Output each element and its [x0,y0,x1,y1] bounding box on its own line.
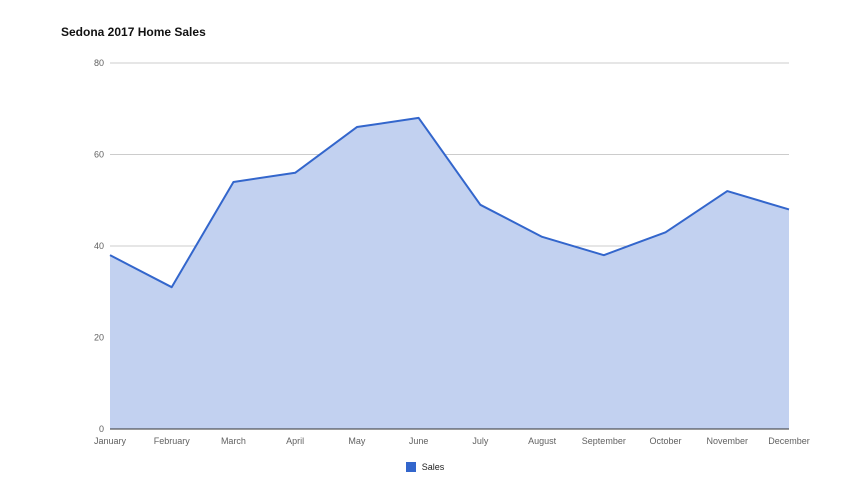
x-tick-label-november: November [707,436,749,446]
y-tick-label: 20 [94,333,104,343]
legend-label-sales: Sales [421,462,445,472]
legend: Sales [0,462,850,472]
y-tick-label: 80 [94,58,104,68]
x-tick-label-january: January [94,436,127,446]
x-tick-label-july: July [472,436,489,446]
x-tick-label-june: June [409,436,429,446]
legend-swatch-sales [405,462,416,472]
series-area-layer [110,117,789,430]
series-line-layer [109,116,790,289]
x-tick-label-march: March [221,436,246,446]
x-axis-tick-labels: January February March April May June July Augu… [94,436,810,446]
series-line-sales [109,116,790,289]
x-tick-label-may: May [348,436,366,446]
x-tick-label-september: September [582,436,626,446]
y-tick-label: 0 [99,424,104,434]
series-area-sales [110,117,789,430]
y-axis-tick-labels: 0 20 40 60 80 [94,58,104,434]
x-tick-label-december: December [768,436,810,446]
chart-title: Sedona 2017 Home Sales [61,25,206,39]
x-tick-label-october: October [650,436,682,446]
x-tick-label-august: August [528,436,557,446]
y-tick-label: 60 [94,150,104,160]
y-tick-label: 40 [94,241,104,251]
x-tick-label-february: February [154,436,191,446]
x-tick-label-april: April [286,436,304,446]
